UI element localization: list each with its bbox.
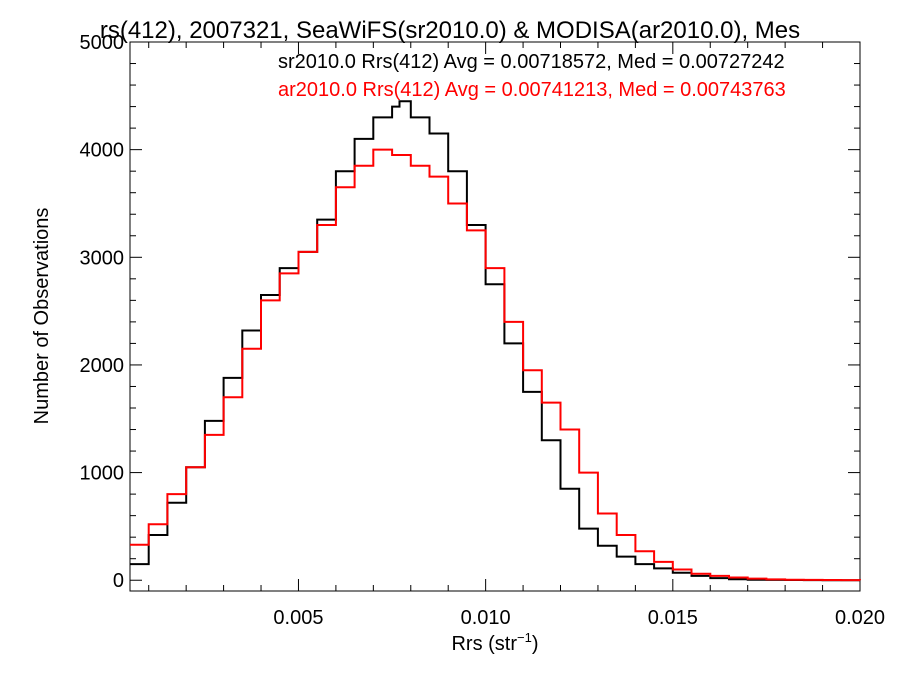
y-tick-label: 0 — [113, 570, 124, 592]
axis-ticks — [130, 41, 861, 591]
x-axis-title-main: Rrs (str — [451, 633, 517, 655]
y-tick-label: 2000 — [80, 355, 125, 377]
x-axis-title-suffix: ) — [532, 633, 539, 655]
series-line-ar2010.0 — [130, 148, 861, 582]
y-tick-label: 3000 — [80, 247, 125, 269]
legend-entry-sr2010: sr2010.0 Rrs(412) Avg = 0.00718572, Med … — [278, 51, 785, 73]
x-axis-title-superscript: −1 — [517, 630, 532, 645]
y-tick-label: 1000 — [80, 463, 125, 485]
x-axis-title: Rrs (str−1) — [451, 630, 538, 655]
series-line-sr2010.0 — [130, 100, 860, 582]
x-tick-label: 0.010 — [461, 607, 511, 629]
chart-title: rs(412), 2007321, SeaWiFS(sr2010.0) & MO… — [100, 17, 800, 44]
series-layer — [130, 100, 861, 582]
plot-frame — [129, 41, 861, 592]
y-axis-title: Number of Observations — [31, 208, 53, 425]
x-tick-label: 0.005 — [273, 607, 323, 629]
y-tick-label: 4000 — [80, 140, 125, 162]
legend-entry-ar2010: ar2010.0 Rrs(412) Avg = 0.00741213, Med … — [278, 79, 786, 101]
x-tick-label: 0.020 — [835, 607, 885, 629]
y-tick-label: 5000 — [80, 32, 125, 54]
axis-tick-labels: 0.005 0.010 0.015 0.020 0 1000 2000 3000 4000 500… — [80, 32, 886, 629]
x-tick-label: 0.015 — [648, 607, 698, 629]
